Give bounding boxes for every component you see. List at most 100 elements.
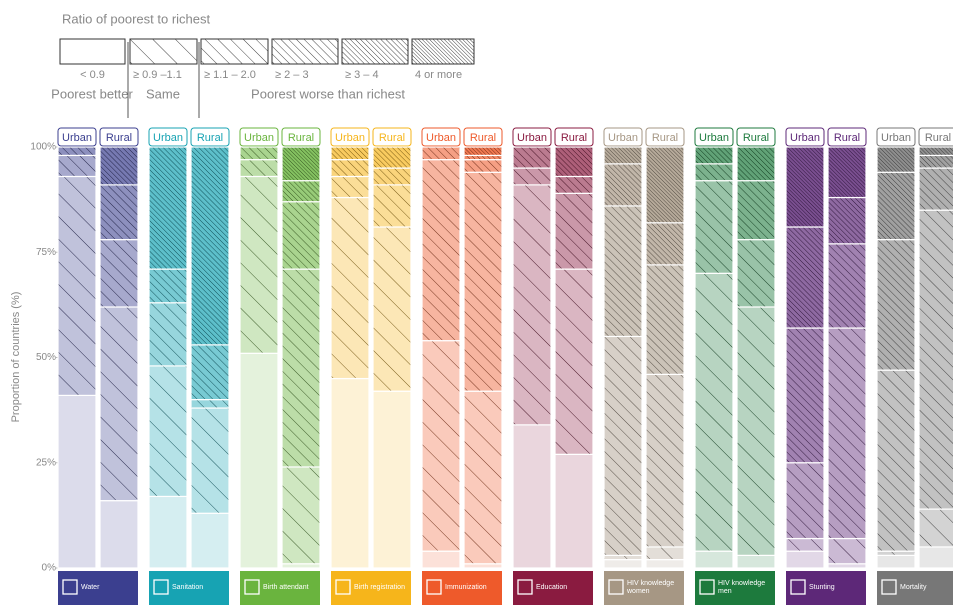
bar-segment [463,159,503,173]
sub-header-label: Urban [881,132,911,144]
bar-segment [281,268,321,468]
bar-segment [603,335,643,556]
bar-segment [694,550,734,569]
legend-label: < 0.9 [80,69,105,81]
sub-header-label: Rural [834,132,860,144]
sub-header [876,127,916,147]
bar-segment [785,537,825,552]
sub-header [99,127,139,147]
group-label: Water [81,584,100,591]
y-tick-label: 25% [36,457,56,468]
bar-segment [512,184,552,426]
bar-segment [918,146,953,157]
sub-header [512,127,552,147]
sub-header [827,127,867,147]
bar-segment [421,340,461,552]
y-tick-label: 75% [36,247,56,258]
bar-segment [694,163,734,182]
bar-segment [736,146,776,182]
y-tick-label: 50% [36,352,56,363]
sub-header-label: Rural [288,132,314,144]
bar-segment [372,167,412,186]
bar-segment [281,563,321,569]
legend-swatch [411,38,475,65]
sub-header-label: Urban [517,132,547,144]
bar-segment [281,180,321,203]
bar-segment [239,146,279,161]
group-footer [786,571,866,605]
group-icon [335,579,351,595]
group-icon [881,579,897,595]
bar-segment [918,209,953,510]
legend-swatch [200,38,269,65]
sub-header-label: Urban [790,132,820,144]
sub-header-label: Urban [153,132,183,144]
sub-header-label: Rural [561,132,587,144]
sub-header-label: Rural [379,132,405,144]
bar-segment [736,554,776,569]
sub-header [421,127,461,147]
sub-header-label: Rural [652,132,678,144]
group-label: HIV knowledge men [718,580,766,595]
group-footer [58,571,138,605]
sub-header-label: Urban [335,132,365,144]
bar-segment [603,558,643,569]
legend-group: Poorest better [51,86,133,101]
bar-segment [190,344,230,401]
bar-segment [554,453,594,569]
sub-header-label: Rural [106,132,132,144]
bar-segment [99,239,139,308]
group-label: Birth attendant [263,584,309,591]
bar-segment [330,146,370,161]
bar-segment [330,196,370,380]
legend-swatch [271,38,339,65]
group-footer [513,571,593,605]
sub-header-label: Rural [470,132,496,144]
bar-segment [785,146,825,228]
legend-swatch [341,38,409,65]
group-label: Education [536,584,568,591]
group-label: Immunization [445,584,487,591]
group-icon [244,579,260,595]
bar-segment [645,264,685,375]
bar-segment [148,495,188,569]
bar-segment [512,146,552,169]
bar-segment [190,512,230,569]
bar-segment [736,306,776,556]
group-icon [699,579,715,595]
bar-segment [57,154,97,178]
group-footer [240,571,320,605]
bar-segment [57,394,97,569]
group-footer [877,571,953,605]
group-icon [517,579,533,595]
bar-segment [463,563,503,569]
sub-header [330,127,370,147]
sub-header [785,127,825,147]
sub-header-label: Urban [62,132,92,144]
bar-segment [876,369,916,552]
sub-header [694,127,734,147]
bar-segment [918,154,953,169]
bar-segment [463,390,503,565]
bar-segment [330,159,370,178]
bar-segment [827,146,867,199]
legend-label: 4 or more [415,69,462,81]
bar-segment [876,239,916,371]
bar-segment [785,226,825,329]
bar-segment [918,167,953,211]
bar-segment [554,268,594,455]
group-label: Mortality [900,584,927,591]
sub-header [148,127,188,147]
bar-segment [463,171,503,392]
legend-label: ≥ 0.9 –1.1 [133,69,182,81]
bar-segment [190,146,230,346]
bar-segment [372,390,412,569]
bar-segment [694,272,734,552]
y-axis-label: Proportion of countries (%) [10,292,22,423]
bar-segment [512,167,552,186]
sub-header [281,127,321,147]
bar-segment [827,537,867,565]
bar-segment [372,226,412,392]
sub-header [57,127,97,147]
bar-segment [645,146,685,224]
